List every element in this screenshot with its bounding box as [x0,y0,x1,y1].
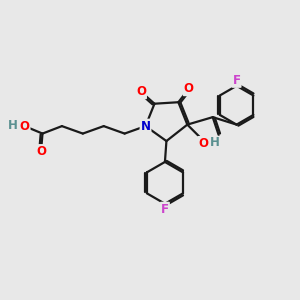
Text: H: H [8,119,18,132]
Text: F: F [161,202,169,216]
Text: O: O [136,85,146,98]
Text: H: H [210,136,220,149]
Text: F: F [232,74,241,87]
Text: O: O [36,145,46,158]
Text: O: O [198,137,208,150]
Text: O: O [184,82,194,95]
Text: O: O [20,120,30,133]
Text: N: N [140,120,151,133]
